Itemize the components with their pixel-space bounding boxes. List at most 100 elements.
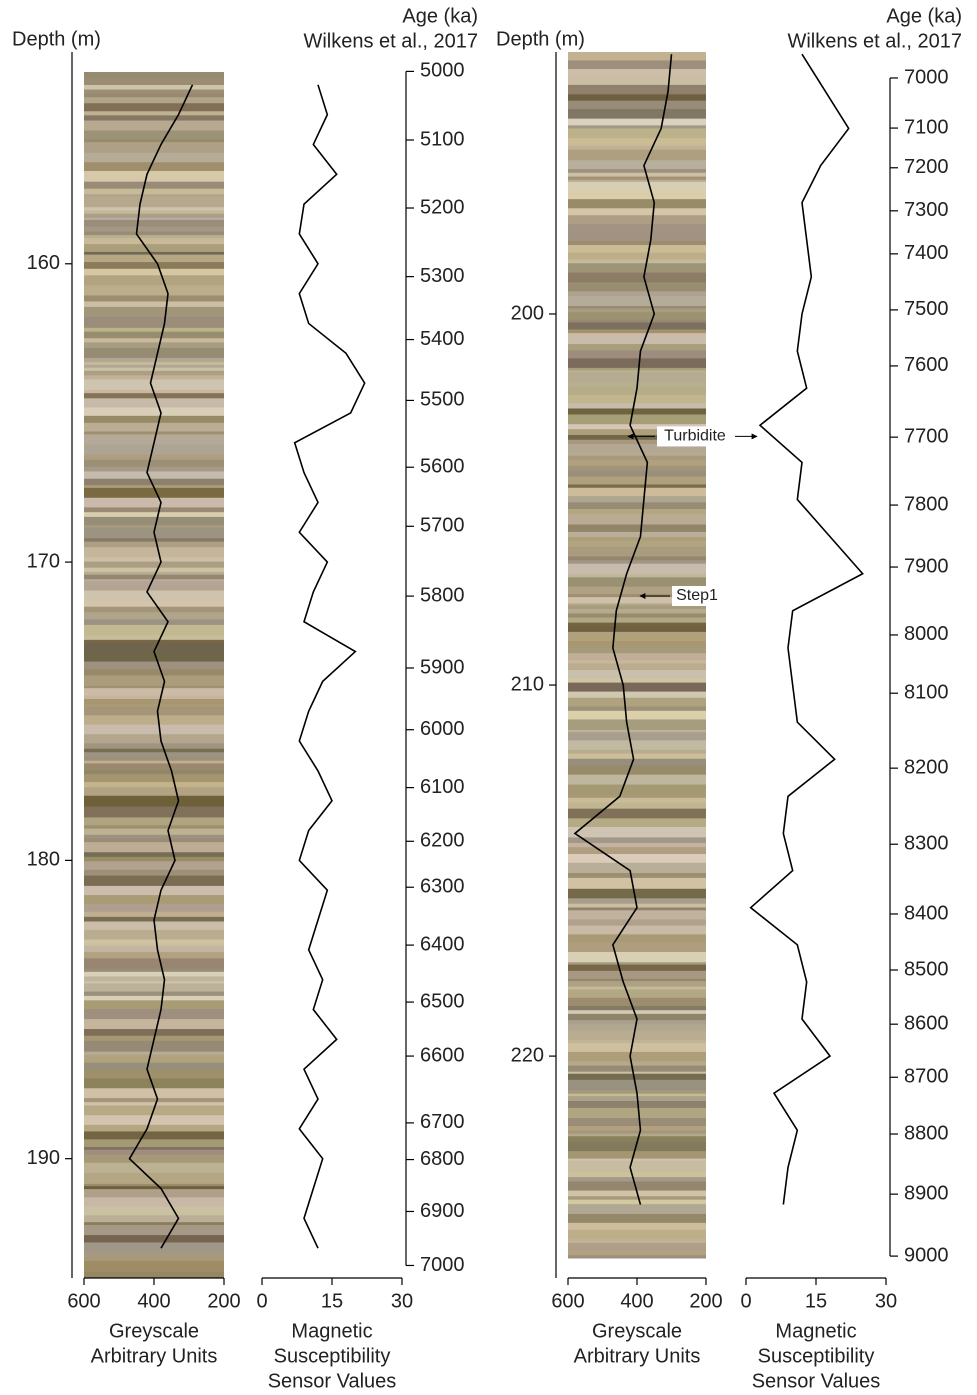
- core-stripe: [84, 97, 224, 104]
- core-stripe: [84, 895, 224, 905]
- core-stripe: [568, 758, 706, 766]
- core-stripe: [84, 601, 224, 608]
- core-stripe: [568, 631, 706, 642]
- core-stripe: [568, 925, 706, 935]
- core-stripe: [568, 919, 706, 927]
- core-stripe: [84, 262, 224, 270]
- core-stripe: [84, 579, 224, 582]
- core-stripe: [84, 619, 224, 626]
- core-stripe: [568, 350, 706, 359]
- core-stripe: [84, 856, 224, 862]
- core-stripe: [568, 176, 706, 181]
- core-stripe: [84, 852, 224, 858]
- core-stripe: [568, 853, 706, 864]
- core-stripe: [84, 1029, 224, 1037]
- core-stripe: [568, 455, 706, 461]
- age-tick-label: 6500: [420, 990, 465, 1012]
- core-stripe: [568, 272, 706, 283]
- core-stripe: [84, 695, 224, 700]
- core-stripe: [84, 971, 224, 977]
- core-stripe: [84, 285, 224, 296]
- core-stripe: [84, 1215, 224, 1223]
- core-stripe: [568, 524, 706, 533]
- age-tick-label: 5700: [420, 515, 465, 537]
- depth-tick-label: 220: [511, 1044, 544, 1066]
- core-stripe: [84, 1183, 224, 1187]
- core-stripe: [568, 682, 706, 693]
- core-stripe: [84, 338, 224, 343]
- core-stripe: [84, 1235, 224, 1243]
- core-stripe: [568, 740, 706, 751]
- core-stripe: [568, 843, 706, 848]
- depth-label: Depth (m): [12, 28, 101, 50]
- core-stripe: [568, 531, 706, 538]
- x-tick-label: 15: [805, 1290, 827, 1312]
- age-tick-label: 6600: [420, 1044, 465, 1066]
- core-stripe: [568, 1222, 706, 1231]
- core-stripe: [84, 194, 224, 197]
- age-tick-label: 8300: [904, 833, 949, 855]
- age-tick-label: 5500: [420, 389, 465, 411]
- core-stripe: [84, 130, 224, 140]
- core-stripe: [84, 743, 224, 750]
- core-stripe: [84, 444, 224, 456]
- track-label: Arbitrary Units: [91, 1345, 218, 1367]
- core-stripe: [84, 958, 224, 970]
- core-stripe: [84, 1051, 224, 1056]
- core-stripe: [84, 581, 224, 592]
- core-stripe: [568, 509, 706, 515]
- age-tick-label: 7000: [420, 1254, 465, 1276]
- core-stripe: [84, 590, 224, 602]
- core-stripe: [84, 911, 224, 918]
- x-tick-label: 30: [875, 1290, 897, 1312]
- core-stripe: [84, 1139, 224, 1148]
- core-stripe: [568, 719, 706, 731]
- age-tick-label: 5000: [420, 60, 465, 82]
- x-tick-label: 600: [67, 1290, 100, 1312]
- core-stripe: [568, 1151, 706, 1160]
- core-stripe: [84, 170, 224, 183]
- core-stripe: [84, 162, 224, 172]
- core-stripe: [568, 308, 706, 313]
- age-tick-label: 8000: [904, 623, 949, 645]
- track-label: Magnetic: [775, 1320, 856, 1342]
- core-stripe: [84, 704, 224, 708]
- core-stripe: [84, 231, 224, 236]
- core-stripe: [84, 828, 224, 836]
- core-stripe: [568, 1126, 706, 1131]
- core-stripe: [568, 964, 706, 972]
- core-stripe: [84, 706, 224, 716]
- core-stripe: [568, 52, 706, 61]
- x-tick-label: 30: [391, 1290, 413, 1312]
- core-stripe: [568, 502, 706, 510]
- core-stripe: [568, 145, 706, 151]
- core-stripe: [84, 774, 224, 783]
- age-tick-label: 7000: [904, 66, 949, 88]
- core-stripe: [84, 1242, 224, 1254]
- core-stripe: [568, 784, 706, 797]
- core-stripe: [84, 226, 224, 233]
- core-stripe: [568, 333, 706, 345]
- core-stripe: [568, 414, 706, 425]
- core-stripe: [568, 252, 706, 261]
- core-stripe: [568, 68, 706, 75]
- core-stripe: [84, 624, 224, 637]
- annotation-text: Turbidite: [664, 428, 726, 445]
- core-stripe: [568, 732, 706, 741]
- core-stripe: [84, 235, 224, 239]
- core-stripe: [84, 398, 224, 408]
- core-stripe: [568, 319, 706, 323]
- core-stripe: [84, 991, 224, 997]
- core-stripe: [84, 301, 224, 308]
- core-stripe: [568, 970, 706, 980]
- core-stripe: [84, 861, 224, 868]
- core-stripe: [568, 231, 706, 242]
- core-stripe: [568, 496, 706, 503]
- core-stripe: [84, 196, 224, 208]
- core-stripe: [84, 1019, 224, 1030]
- core-stripe: [568, 1010, 706, 1015]
- core-stripe: [84, 357, 224, 363]
- core-stripe: [84, 393, 224, 399]
- core-stripe: [84, 806, 224, 818]
- core-stripe: [84, 93, 224, 98]
